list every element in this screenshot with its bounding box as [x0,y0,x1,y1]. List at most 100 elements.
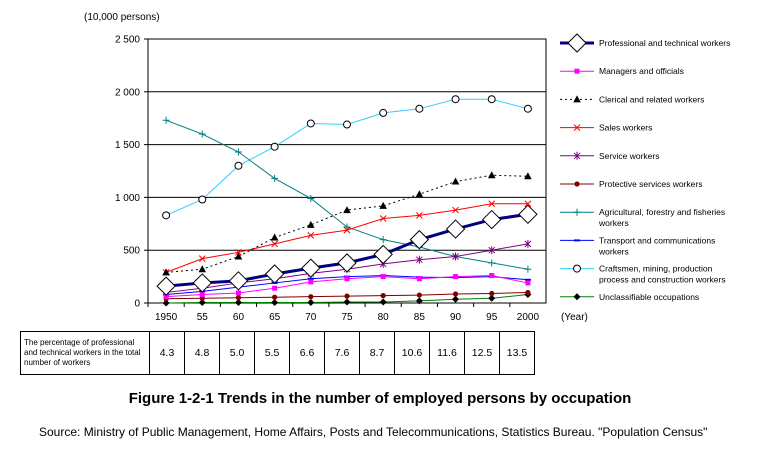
percentage-value: 6.6 [289,331,325,375]
marker-shape [307,194,315,202]
marker-shape [416,255,423,264]
marker-shape [198,298,206,306]
data-point [518,204,538,225]
marker-shape [307,298,315,306]
legend-marker [573,208,581,216]
percentage-row-label: The percentage of professional and techn… [20,331,150,375]
x-tick-label: 90 [450,312,462,323]
marker-shape [524,172,532,180]
data-point [272,285,278,291]
data-point [235,290,241,296]
legend-label: Clerical and related workers [599,94,704,104]
marker-shape [272,285,278,291]
data-point [416,255,423,264]
marker-shape [452,291,459,297]
marker-shape [199,292,205,298]
legend-marker [573,264,581,273]
legend-marker [574,181,580,187]
legend-label: Craftsmen, mining, production [599,264,713,274]
data-point [451,95,460,104]
marker-shape [409,229,430,250]
data-point [488,200,496,208]
marker-shape [489,290,495,297]
x-tick-label: 60 [233,312,245,323]
data-point [343,120,351,129]
marker-shape [344,293,350,299]
data-point [163,294,169,300]
marker-shape [235,295,242,301]
data-point [271,240,278,248]
data-point [198,195,207,204]
data-point [523,104,532,113]
data-point [307,220,315,228]
data-point [379,298,387,306]
x-tick-label: 70 [305,312,317,323]
data-point [489,290,495,297]
data-point [409,229,430,250]
marker-shape [156,276,176,296]
data-point [415,104,424,113]
marker-shape [343,223,351,231]
marker-shape [162,211,171,220]
data-point [380,274,386,280]
percentage-value: 8.7 [359,331,395,375]
marker-shape [452,206,459,214]
y-tick-label: 2 500 [115,35,140,46]
data-point [343,206,351,214]
data-point [162,116,170,124]
legend-marker [573,151,581,160]
legend-label: process and construction workers [599,275,726,285]
marker-shape [379,108,388,117]
data-point [308,279,314,285]
percentage-value: 13.5 [499,331,535,375]
data-point [379,108,388,117]
marker-shape [162,116,170,124]
data-point [198,130,206,138]
data-point [156,276,176,296]
marker-shape [415,190,424,198]
legend-marker [573,293,581,301]
legend-label: Sales workers [599,123,652,133]
data-point [373,244,393,265]
data-point [198,298,206,306]
marker-shape [482,209,502,230]
percentage-value: 7.6 [324,331,360,375]
marker-shape [451,95,460,104]
data-point [379,201,387,209]
series-line [166,174,528,273]
marker-shape [452,252,459,261]
marker-shape [573,208,581,216]
data-point [451,177,460,185]
y-tick-label: 2 000 [115,87,140,98]
marker-shape [271,240,278,248]
series-0 [156,204,538,296]
x-tick-label: 1950 [155,312,178,323]
data-point [192,273,212,293]
data-point [264,264,285,284]
legend-marker [567,33,587,53]
marker-shape [271,174,279,182]
data-point [488,294,496,302]
data-point [234,161,243,170]
marker-shape [307,220,315,228]
legend-label: Protective services workers [599,179,702,189]
marker-shape [524,200,532,208]
data-point [306,119,315,128]
marker-shape [162,299,170,307]
marker-shape [488,294,496,302]
data-point [162,299,170,307]
marker-shape [573,264,581,273]
legend: Professional and technical workers Manage… [560,33,730,302]
legend-item: Sales workers [560,123,652,133]
figure-source: Source: Ministry of Public Management, H… [39,425,708,439]
marker-shape [488,200,496,208]
marker-shape [379,215,387,222]
data-point [452,252,459,261]
marker-shape [523,104,532,113]
marker-shape [489,273,495,279]
y-tick-label: 1 000 [115,193,140,204]
data-point [344,293,350,299]
data-point [524,172,532,180]
percentage-table: The percentage of professional and techn… [20,331,535,375]
